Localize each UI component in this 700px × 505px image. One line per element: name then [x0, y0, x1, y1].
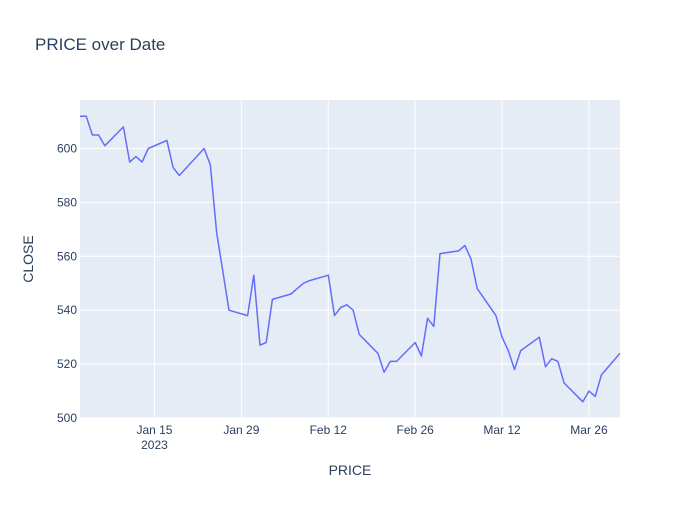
y-tick-label: 600 [57, 142, 77, 156]
chart-title: PRICE over Date [35, 35, 165, 54]
series-line [80, 115, 621, 403]
y-tick-label: 520 [57, 357, 77, 371]
x-axis-title: PRICE [329, 462, 372, 478]
y-axis-title: CLOSE [20, 235, 36, 282]
x-tick-label: Mar 12 [483, 423, 521, 437]
y-axis-ticks: 500 520 540 560 580 600 [57, 142, 77, 425]
x-tick-sublabel: 2023 [141, 438, 168, 452]
x-tick-label: Feb 26 [396, 423, 434, 437]
plot-area [80, 100, 620, 418]
x-tick-label: Jan 29 [223, 423, 259, 437]
y-tick-label: 500 [57, 411, 77, 425]
y-tick-label: 560 [57, 249, 77, 263]
y-tick-label: 580 [57, 195, 77, 209]
x-tick-label: Feb 12 [310, 423, 348, 437]
grid-lines [80, 100, 620, 419]
x-tick-label: Jan 15 [136, 423, 172, 437]
x-tick-label: Mar 26 [570, 423, 608, 437]
y-tick-label: 540 [57, 303, 77, 317]
